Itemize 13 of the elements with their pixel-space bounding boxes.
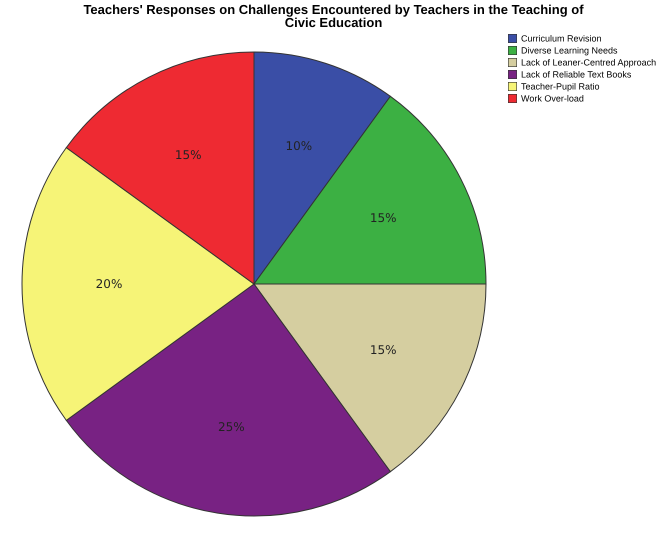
legend-label: Curriculum Revision	[521, 34, 602, 44]
legend-label: Work Over-load	[521, 94, 584, 104]
data-label: 15%	[370, 211, 397, 226]
data-label: 20%	[96, 277, 122, 291]
legend-label: Lack of Reliable Text Books	[521, 70, 632, 80]
legend-label: Lack of Leaner-Centred Approach	[521, 58, 656, 68]
data-label: 10%	[285, 139, 312, 154]
chart-title: Teachers' Responses on Challenges Encountered by Teachers in the Teaching of Civic Education	[83, 2, 584, 30]
legend-label: Diverse Learning Needs	[521, 46, 618, 56]
data-label: 15%	[174, 148, 202, 162]
data-label: 15%	[370, 342, 397, 357]
legend-label: Teacher-Pupil Ratio	[521, 82, 600, 92]
data-label: 25%	[218, 420, 245, 434]
